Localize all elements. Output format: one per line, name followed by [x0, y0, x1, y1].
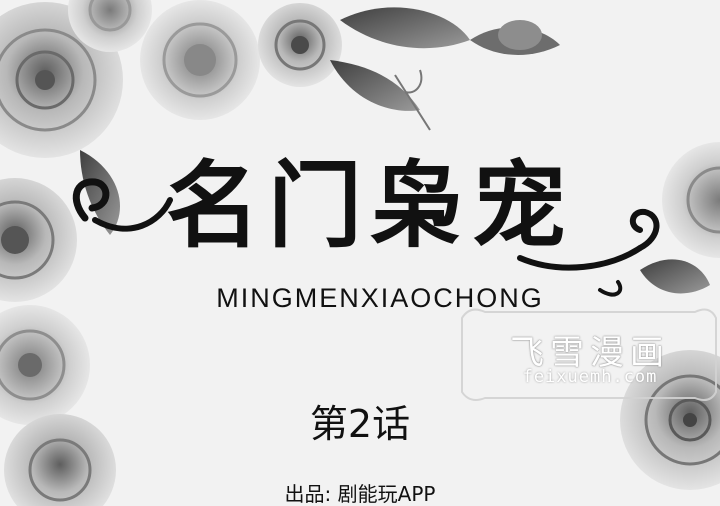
rose-icon	[4, 414, 116, 506]
watermark-url: feixuemh.com	[470, 367, 710, 387]
leaf-icon	[640, 259, 710, 293]
rose-icon	[0, 178, 77, 302]
rose-icon	[0, 305, 90, 425]
title-pinyin: MINGMENXIAOCHONG	[160, 283, 600, 314]
rose-icon	[258, 3, 342, 87]
rose-icon	[662, 142, 720, 258]
publisher-credit: 出品: 剧能玩APP	[220, 478, 500, 506]
comic-title-logo: 名门枭宠	[90, 132, 650, 282]
rose-icon	[140, 0, 260, 120]
chapter-label: 第2话	[230, 393, 490, 448]
